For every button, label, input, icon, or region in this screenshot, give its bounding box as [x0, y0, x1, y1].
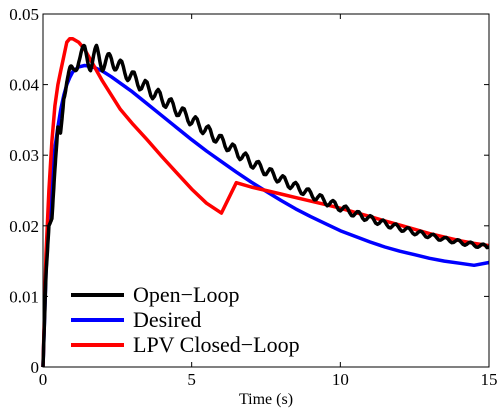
legend-label-2: LPV Closed−Loop [133, 332, 300, 357]
series-line-2 [41, 36, 490, 368]
plot-lines [41, 36, 490, 368]
legend-label-0: Open−Loop [133, 282, 240, 307]
x-tick-label-1: 5 [187, 370, 196, 389]
x-axis-label: Time (s) [239, 391, 293, 408]
axis-tick-labels: 0 5 10 15 0 0.01 0.02 0.03 0.04 0.05 [9, 5, 497, 389]
y-tick-label-4: 0.04 [9, 76, 39, 95]
y-tick-label-5: 0.05 [9, 5, 39, 24]
series-line-0 [41, 43, 490, 368]
x-tick-label-2: 10 [332, 370, 349, 389]
y-tick-label-1: 0.01 [9, 287, 39, 306]
legend-label-1: Desired [133, 307, 201, 332]
y-tick-label-2: 0.02 [9, 217, 39, 236]
x-tick-label-3: 15 [481, 370, 498, 389]
x-tick-label-0: 0 [39, 370, 48, 389]
plot-frame [42, 13, 490, 368]
y-tick-label-3: 0.03 [9, 146, 39, 165]
y-tick-label-0: 0 [31, 358, 40, 377]
axis-ticks [42, 13, 490, 368]
